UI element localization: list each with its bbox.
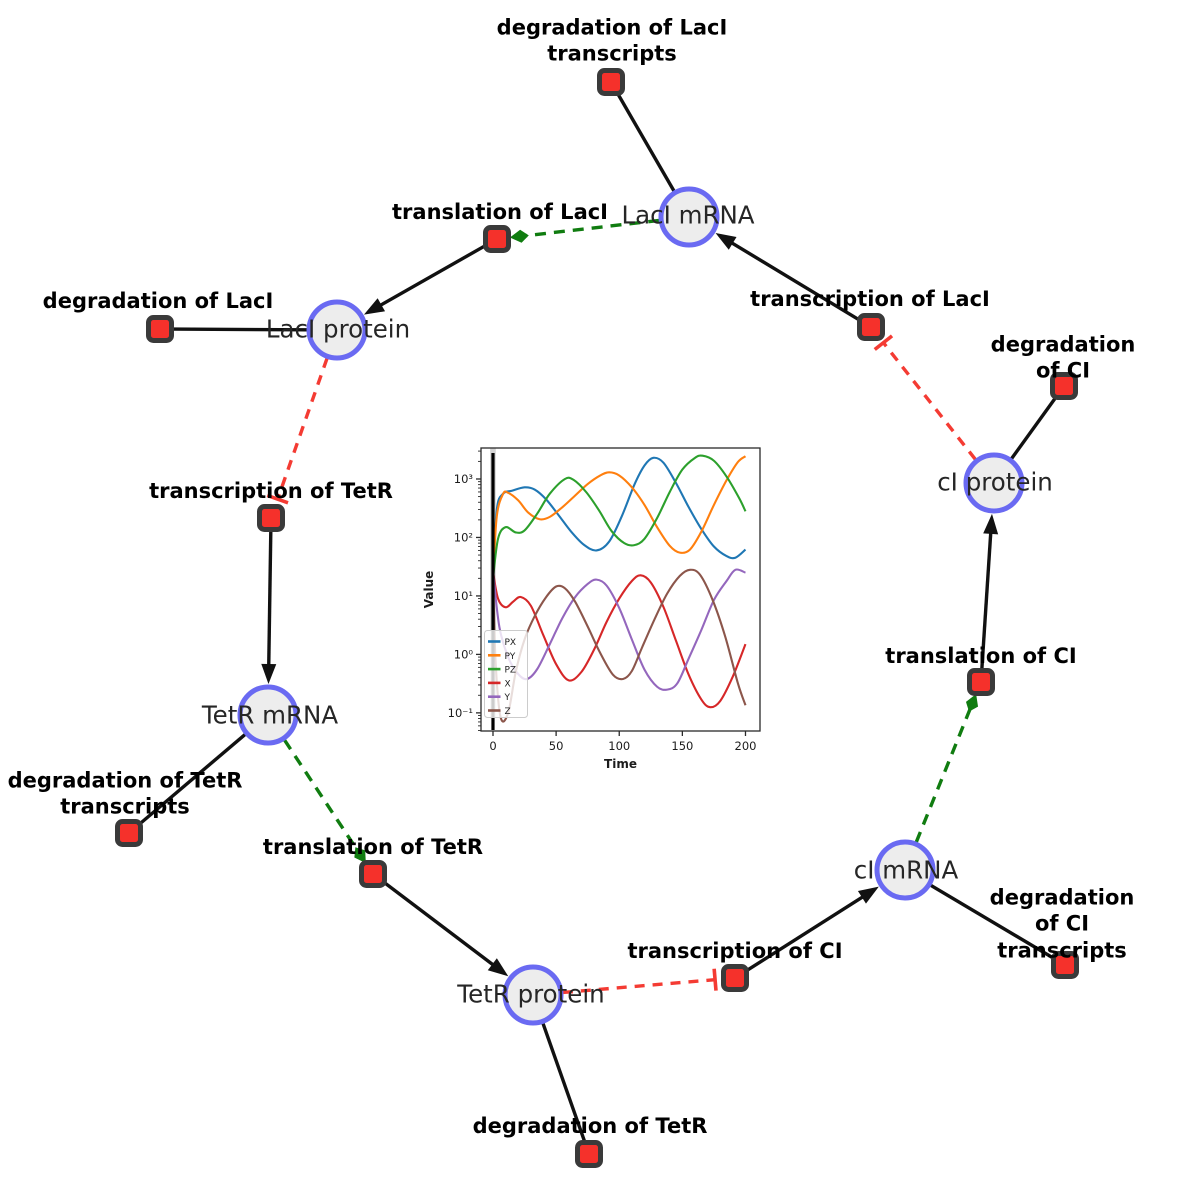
legend-label-PZ: PZ — [505, 666, 517, 676]
edge-ci-mrna-deg-ci-transcripts — [929, 883, 1056, 961]
label-deg-ci: degradation of CI — [990, 332, 1136, 383]
x-tick-label: 0 — [489, 739, 496, 753]
arrowhead-icon — [857, 886, 879, 904]
edge-ci-mrna-translation-ci — [914, 694, 979, 843]
y-tick-label: 10⁰ — [454, 647, 474, 661]
series-line-PY — [491, 455, 747, 579]
edge-tetr-protein-deg-tetr — [541, 1022, 587, 1144]
nodes-layer — [115, 68, 1079, 1168]
edge-tetr-mrna-translation-tetr — [283, 739, 366, 864]
reaction-node-transcription-ci[interactable] — [721, 964, 749, 992]
modifier-diamond-icon — [509, 229, 529, 243]
chart-series-layer — [491, 454, 747, 723]
arrowhead-icon — [363, 298, 386, 315]
edge-translation-ci-ci-protein — [980, 513, 999, 671]
edge-tetr-protein-transcription-ci — [562, 968, 718, 995]
x-tick-label: 200 — [735, 739, 757, 753]
label-tetr-protein: TetR protein — [457, 979, 605, 1009]
species-node-tetr-protein[interactable] — [502, 964, 564, 1026]
legend-label-PX: PX — [505, 638, 517, 648]
label-deg-tetr: degradation of TetR — [472, 1113, 708, 1138]
label-laci-mrna: LacI mRNA — [621, 200, 755, 230]
label-transcription-ci: transcription of CI — [627, 938, 843, 963]
label-translation-tetr: translation of TetR — [262, 834, 484, 859]
y-axis-title: Value — [422, 571, 436, 609]
reaction-node-translation-ci[interactable] — [967, 668, 995, 696]
edge-tetr-mrna-deg-tetr-transcripts — [137, 733, 247, 827]
x-axis-title: Time — [604, 757, 637, 771]
modifier-diamond-icon — [965, 694, 979, 712]
edge-translation-tetr-tetr-protein — [381, 879, 509, 977]
edge-laci-mrna-deg-laci-transcripts — [615, 91, 676, 192]
edge-laci-mrna-translation-laci — [509, 218, 660, 243]
x-tick-label: 150 — [671, 739, 693, 753]
legend-label-PY: PY — [505, 652, 516, 662]
x-tick-label: 50 — [549, 739, 564, 753]
edge-transcription-tetr-tetr-mrna — [261, 529, 277, 685]
reaction-node-transcription-laci[interactable] — [857, 313, 885, 341]
chart-legend: PX PY PZ XYZ — [484, 630, 528, 718]
modifier-diamond-icon — [354, 847, 366, 864]
reaction-node-deg-ci[interactable] — [1050, 372, 1078, 400]
reaction-node-deg-ci-transcripts[interactable] — [1051, 951, 1079, 979]
label-transcription-tetr: transcription of TetR — [149, 478, 393, 503]
label-deg-laci-transcripts: degradation of LacI transcripts — [496, 15, 728, 66]
label-deg-ci-transcripts: degradation of CI transcripts — [989, 885, 1135, 963]
label-translation-ci: translation of CI — [885, 643, 1077, 668]
edge-transcription-laci-laci-mrna — [715, 233, 862, 323]
y-tick-label: 10² — [454, 530, 473, 544]
reaction-node-translation-laci[interactable] — [483, 225, 511, 253]
inset-chart: 0 50 100 150 20010³10²10¹10⁰10⁻¹TimeValuePXP… — [422, 447, 761, 771]
reaction-node-deg-laci[interactable] — [146, 315, 174, 343]
y-tick-label: 10¹ — [454, 589, 473, 603]
y-tick-label: 10³ — [454, 472, 474, 486]
inhibition-tee-icon — [712, 968, 718, 991]
edge-ci-protein-deg-ci — [1010, 394, 1059, 460]
inhibition-tee-icon — [266, 493, 289, 505]
series-line-PZ — [491, 454, 747, 579]
edge-laci-protein-deg-laci — [171, 327, 308, 332]
label-translation-laci: translation of LacI — [392, 199, 608, 224]
reaction-node-deg-laci-transcripts[interactable] — [597, 68, 625, 96]
reaction-node-transcription-tetr[interactable] — [257, 504, 285, 532]
reaction-node-deg-tetr-transcripts[interactable] — [115, 819, 143, 847]
species-node-laci-mrna[interactable] — [658, 186, 720, 248]
label-tetr-mrna: TetR mRNA — [201, 700, 339, 730]
series-line-X — [491, 571, 747, 709]
label-transcription-laci: transcription of LacI — [750, 286, 990, 311]
species-node-ci-mrna[interactable] — [874, 839, 936, 901]
inhibition-tee-icon — [873, 334, 894, 351]
label-ci-protein: cI protein — [937, 467, 1053, 497]
edge-laci-protein-transcription-tetr — [266, 357, 329, 505]
label-deg-laci: degradation of LacI — [42, 288, 274, 313]
species-node-tetr-mrna[interactable] — [237, 684, 299, 746]
species-node-laci-protein[interactable] — [306, 299, 368, 361]
y-tick-label: 10⁻¹ — [448, 706, 473, 720]
legend-label-Y: Y — [504, 693, 511, 703]
x-tick-label: 100 — [608, 739, 630, 753]
reaction-node-translation-tetr[interactable] — [359, 860, 387, 888]
arrowhead-icon — [715, 233, 737, 250]
edge-translation-laci-laci-protein — [363, 243, 488, 315]
plot-frame — [480, 447, 761, 732]
edge-transcription-ci-ci-mrna — [744, 886, 879, 974]
legend-label-Z: Z — [505, 707, 511, 717]
label-deg-tetr-transcripts: degradation of TetR transcripts — [7, 768, 243, 819]
label-laci-protein: LacI protein — [265, 314, 411, 344]
reaction-node-deg-tetr[interactable] — [575, 1140, 603, 1168]
series-line-Z — [491, 568, 747, 723]
legend-label-X: X — [505, 679, 511, 689]
arrowhead-icon — [261, 663, 277, 685]
label-ci-mrna: cI mRNA — [853, 855, 959, 885]
edge-ci-protein-transcription-laci — [873, 334, 977, 461]
edges-layer — [137, 91, 1059, 1144]
arrowhead-icon — [983, 513, 999, 535]
species-node-ci-protein[interactable] — [963, 452, 1025, 514]
arrowhead-icon — [487, 958, 509, 977]
